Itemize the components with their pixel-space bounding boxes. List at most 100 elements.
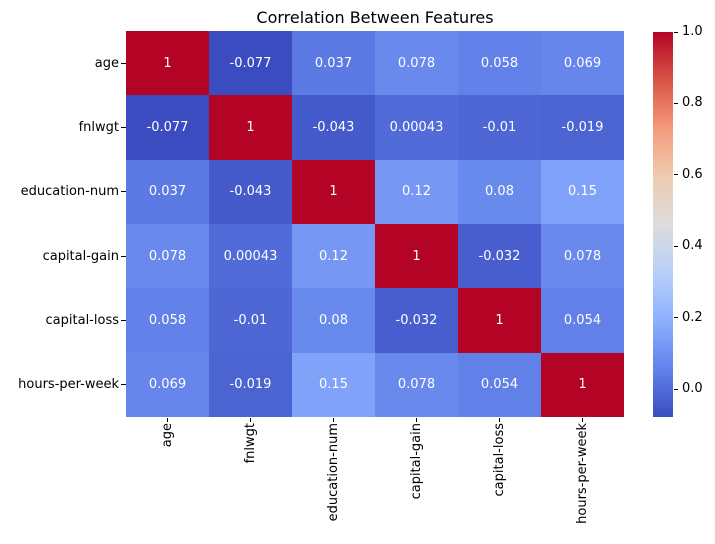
cell-annotation: 0.058 <box>148 312 187 328</box>
heatmap-cell: 0.15 <box>541 159 624 224</box>
x-tick-mark <box>416 418 417 422</box>
heatmap-cell: 1 <box>209 95 292 160</box>
cell-annotation: 1 <box>329 184 338 200</box>
colorbar <box>653 32 673 417</box>
heatmap-cell: 0.069 <box>126 352 209 417</box>
colorbar-tick-label: 0.4 <box>682 238 703 254</box>
colorbar-tick-label: 0.2 <box>682 309 703 325</box>
cell-annotation: -0.077 <box>229 55 272 71</box>
x-tick-label: age <box>160 423 175 448</box>
cell-annotation: -0.01 <box>482 119 517 135</box>
x-tick-mark <box>499 418 500 422</box>
x-tick-mark <box>333 418 334 422</box>
heatmap-cell: 0.058 <box>458 31 541 96</box>
y-tick-mark <box>121 191 126 193</box>
cell-annotation: 0.00043 <box>223 248 278 264</box>
cell-annotation: -0.043 <box>312 119 355 135</box>
colorbar-tick-label: 0.6 <box>682 166 703 182</box>
cell-annotation: -0.032 <box>478 248 521 264</box>
colorbar-tick-label: 0.8 <box>682 95 703 111</box>
heatmap-cell: -0.019 <box>541 95 624 160</box>
x-tick-mark <box>582 418 583 422</box>
cell-annotation: -0.077 <box>146 119 189 135</box>
heatmap-cell: 1 <box>458 288 541 353</box>
heatmap-cell: -0.043 <box>292 95 375 160</box>
heatmap-cell: 0.037 <box>126 159 209 224</box>
heatmap-cell: 0.069 <box>541 31 624 96</box>
cell-annotation: 0.078 <box>397 55 436 71</box>
cell-annotation: 0.08 <box>485 184 514 200</box>
y-tick-label: hours-per-week <box>18 377 119 393</box>
cell-annotation: 0.12 <box>319 248 348 264</box>
cell-annotation: 0.078 <box>148 248 187 264</box>
cell-annotation: 0.069 <box>563 55 602 71</box>
x-tick-label: capital-gain <box>409 423 424 500</box>
heatmap-cell: 0.054 <box>458 352 541 417</box>
heatmap-cell: 0.058 <box>126 288 209 353</box>
heatmap-cell: 1 <box>375 224 458 289</box>
cell-annotation: 0.058 <box>480 55 519 71</box>
heatmap-cell: 0.00043 <box>375 95 458 160</box>
heatmap-cell: 0.078 <box>375 31 458 96</box>
colorbar-tick-mark <box>674 174 678 176</box>
cell-annotation: 0.12 <box>402 184 431 200</box>
y-tick-label: capital-loss <box>45 312 119 328</box>
cell-annotation: -0.019 <box>229 377 272 393</box>
cell-annotation: 1 <box>163 55 172 71</box>
cell-annotation: -0.032 <box>395 312 438 328</box>
heatmap-cell: -0.043 <box>209 159 292 224</box>
y-tick-mark <box>121 62 126 64</box>
heatmap-cell: 1 <box>292 159 375 224</box>
x-tick-mark <box>250 418 251 422</box>
cell-annotation: 0.15 <box>568 184 597 200</box>
heatmap-cell: 0.15 <box>292 352 375 417</box>
cell-annotation: 0.069 <box>148 377 187 393</box>
y-tick-label: education-num <box>20 184 119 200</box>
cell-annotation: 0.037 <box>148 184 187 200</box>
heatmap-cell: 0.078 <box>375 352 458 417</box>
heatmap-cell: 0.12 <box>292 224 375 289</box>
heatmap-cell: -0.077 <box>126 95 209 160</box>
x-tick-label: capital-loss <box>492 423 507 497</box>
cell-annotation: 1 <box>412 248 421 264</box>
x-tick-label: education-num <box>326 423 341 522</box>
heatmap-cell: 0.054 <box>541 288 624 353</box>
cell-annotation: 0.08 <box>319 312 348 328</box>
x-tick-label: hours-per-week <box>575 423 590 524</box>
cell-annotation: 1 <box>246 119 255 135</box>
cell-annotation: -0.043 <box>229 184 272 200</box>
x-tick-mark <box>167 418 168 422</box>
cell-annotation: 0.054 <box>563 312 602 328</box>
x-tick-label: fnlwgt <box>243 423 258 464</box>
y-tick-mark <box>121 384 126 386</box>
heatmap: 1 -0.077 0.037 0.078 0.058 0.069 -0.077 1 -0.043… <box>126 31 624 417</box>
y-tick-label: fnlwgt <box>78 119 119 135</box>
cell-annotation: 1 <box>495 312 504 328</box>
heatmap-cell: 1 <box>126 31 209 96</box>
colorbar-tick-label: 1.0 <box>682 24 703 39</box>
cell-annotation: -0.01 <box>233 312 268 328</box>
heatmap-cell: 0.08 <box>458 159 541 224</box>
y-tick-mark <box>121 127 126 128</box>
cell-annotation: 0.078 <box>397 377 436 393</box>
heatmap-cell: 1 <box>541 352 624 417</box>
y-tick-mark <box>121 255 126 257</box>
colorbar-tick-mark <box>674 102 678 104</box>
cell-annotation: 0.15 <box>319 377 348 393</box>
colorbar-tick-mark <box>674 388 678 390</box>
heatmap-cell: -0.032 <box>458 224 541 289</box>
cell-annotation: -0.019 <box>561 119 604 135</box>
heatmap-cell: -0.01 <box>209 288 292 353</box>
colorbar-tick-mark <box>674 31 678 33</box>
cell-annotation: 0.037 <box>314 55 353 71</box>
cell-annotation: 0.00043 <box>389 119 444 135</box>
colorbar-tick-mark <box>674 245 678 247</box>
colorbar-tick-label: 0.0 <box>682 381 703 397</box>
y-tick-label: capital-gain <box>42 248 119 264</box>
heatmap-cell: -0.019 <box>209 352 292 417</box>
heatmap-cell: 0.00043 <box>209 224 292 289</box>
heatmap-cell: 0.078 <box>541 224 624 289</box>
cell-annotation: 1 <box>578 377 587 393</box>
y-tick-label: age <box>94 55 119 71</box>
heatmap-cell: -0.032 <box>375 288 458 353</box>
